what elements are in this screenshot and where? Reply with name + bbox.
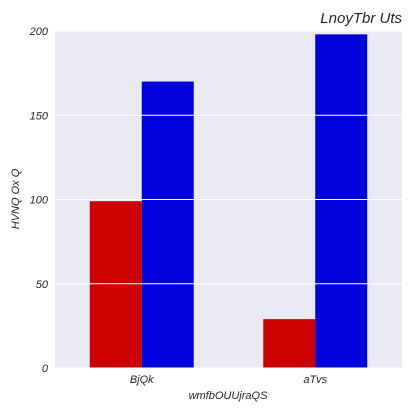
bar-aTvs-series-2 <box>315 34 367 368</box>
x-axis-label: wmfbOUUjraQS <box>189 390 269 402</box>
y-tick-label: 100 <box>30 195 49 207</box>
y-tick-label: 0 <box>42 363 49 375</box>
bar-aTvs-series-1 <box>263 319 315 368</box>
y-tick-label: 50 <box>36 279 49 291</box>
x-tick-label: aTvs <box>303 374 327 386</box>
y-axis-label: HVNQ Ox Q <box>10 168 22 229</box>
bar-BjQk-series-2 <box>142 82 194 368</box>
y-tick-label: 150 <box>30 110 49 122</box>
bar-BjQk-series-1 <box>90 201 142 368</box>
x-axis-ticks: BjQk aTvs <box>130 374 328 386</box>
y-tick-label: 200 <box>29 26 49 38</box>
chart-title: LnoyTbr Uts <box>320 10 402 27</box>
x-tick-label: BjQk <box>130 374 154 386</box>
